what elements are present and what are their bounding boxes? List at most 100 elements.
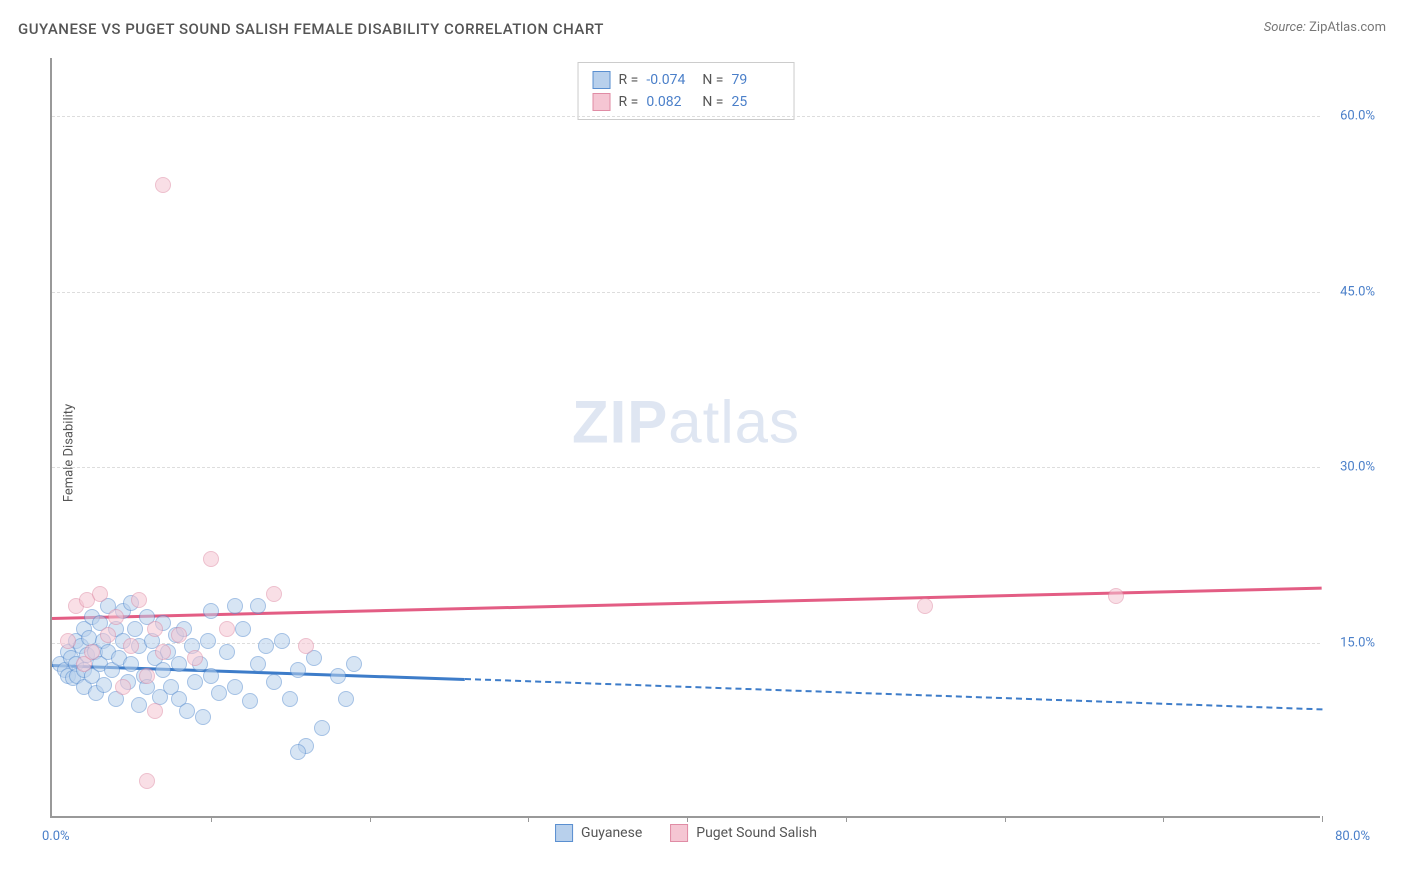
y-tick-label: 15.0% xyxy=(1340,635,1375,650)
x-tick xyxy=(528,816,529,822)
legend-item: Guyanese xyxy=(555,824,642,842)
data-point xyxy=(266,586,282,602)
data-point xyxy=(179,703,195,719)
data-point xyxy=(290,744,306,760)
n-label: N = xyxy=(702,91,723,113)
x-max-label: 80.0% xyxy=(1335,829,1370,844)
data-point xyxy=(203,603,219,619)
gridline xyxy=(52,467,1320,468)
data-point xyxy=(171,627,187,643)
data-point xyxy=(219,621,235,637)
r-label: R = xyxy=(619,69,639,91)
data-point xyxy=(298,638,314,654)
data-point xyxy=(314,720,330,736)
n-value: 25 xyxy=(731,91,779,113)
trend-line xyxy=(52,586,1322,619)
legend-swatch xyxy=(555,824,573,842)
gridline xyxy=(52,292,1320,293)
r-value: -0.074 xyxy=(646,69,694,91)
data-point xyxy=(917,598,933,614)
data-point xyxy=(139,668,155,684)
plot-area: ZIPatlas R = -0.074 N = 79R = 0.082 N = 25 0.0… xyxy=(50,58,1320,818)
x-tick xyxy=(1163,816,1164,822)
trend-line-dashed xyxy=(465,678,1322,710)
series-legend: Guyanese Puget Sound Salish xyxy=(555,824,817,842)
source-attribution: Source: ZipAtlas.com xyxy=(1264,20,1386,35)
data-point xyxy=(219,644,235,660)
r-label: R = xyxy=(619,91,639,113)
data-point xyxy=(266,674,282,690)
data-point xyxy=(131,592,147,608)
data-point xyxy=(147,703,163,719)
stats-row: R = -0.074 N = 79 xyxy=(593,69,780,91)
data-point xyxy=(155,177,171,193)
y-tick-label: 30.0% xyxy=(1340,460,1375,475)
legend-label: Puget Sound Salish xyxy=(696,825,817,841)
stats-row: R = 0.082 N = 25 xyxy=(593,91,780,113)
data-point xyxy=(346,656,362,672)
data-point xyxy=(258,638,274,654)
data-point xyxy=(187,674,203,690)
data-point xyxy=(195,709,211,725)
data-point xyxy=(84,644,100,660)
data-point xyxy=(123,638,139,654)
data-point xyxy=(100,627,116,643)
data-point xyxy=(1108,588,1124,604)
watermark-bold: ZIP xyxy=(572,388,668,455)
stats-legend: R = -0.074 N = 79 R = 0.082 N = 25 xyxy=(578,62,795,120)
data-point xyxy=(155,662,171,678)
data-point xyxy=(250,656,266,672)
x-tick xyxy=(1005,816,1006,822)
y-tick-label: 60.0% xyxy=(1340,109,1375,124)
data-point xyxy=(131,697,147,713)
data-point xyxy=(330,668,346,684)
x-tick xyxy=(846,816,847,822)
data-point xyxy=(60,633,76,649)
legend-swatch xyxy=(670,824,688,842)
chart-container: Female Disability ZIPatlas R =-0.074N =7… xyxy=(50,58,1380,848)
source-value: ZipAtlas.com xyxy=(1309,20,1386,35)
n-value: 79 xyxy=(731,69,779,91)
data-point xyxy=(282,691,298,707)
x-tick xyxy=(370,816,371,822)
data-point xyxy=(92,586,108,602)
data-point xyxy=(227,679,243,695)
x-tick xyxy=(1322,816,1323,822)
data-point xyxy=(227,598,243,614)
data-point xyxy=(115,679,131,695)
data-point xyxy=(290,662,306,678)
data-point xyxy=(235,621,251,637)
data-point xyxy=(203,668,219,684)
x-origin-label: 0.0% xyxy=(42,829,70,844)
x-tick xyxy=(211,816,212,822)
data-point xyxy=(139,773,155,789)
data-point xyxy=(171,656,187,672)
r-value: 0.082 xyxy=(646,91,694,113)
legend-swatch xyxy=(593,93,611,111)
data-point xyxy=(147,621,163,637)
data-point xyxy=(187,650,203,666)
data-point xyxy=(211,685,227,701)
data-point xyxy=(96,677,112,693)
gridline xyxy=(52,643,1320,644)
x-tick xyxy=(687,816,688,822)
data-point xyxy=(203,551,219,567)
source-label: Source: xyxy=(1264,20,1306,35)
data-point xyxy=(250,598,266,614)
legend-swatch xyxy=(593,71,611,89)
data-point xyxy=(127,621,143,637)
gridline xyxy=(52,116,1320,117)
n-label: N = xyxy=(702,69,723,91)
y-tick-label: 45.0% xyxy=(1340,284,1375,299)
data-point xyxy=(108,609,124,625)
data-point xyxy=(274,633,290,649)
data-point xyxy=(242,693,258,709)
data-point xyxy=(155,644,171,660)
chart-title: GUYANESE VS PUGET SOUND SALISH FEMALE DI… xyxy=(18,20,604,38)
legend-item: Puget Sound Salish xyxy=(670,824,817,842)
watermark: ZIPatlas xyxy=(572,387,800,456)
data-point xyxy=(200,633,216,649)
watermark-light: atlas xyxy=(668,388,800,455)
data-point xyxy=(338,691,354,707)
legend-label: Guyanese xyxy=(581,825,642,841)
